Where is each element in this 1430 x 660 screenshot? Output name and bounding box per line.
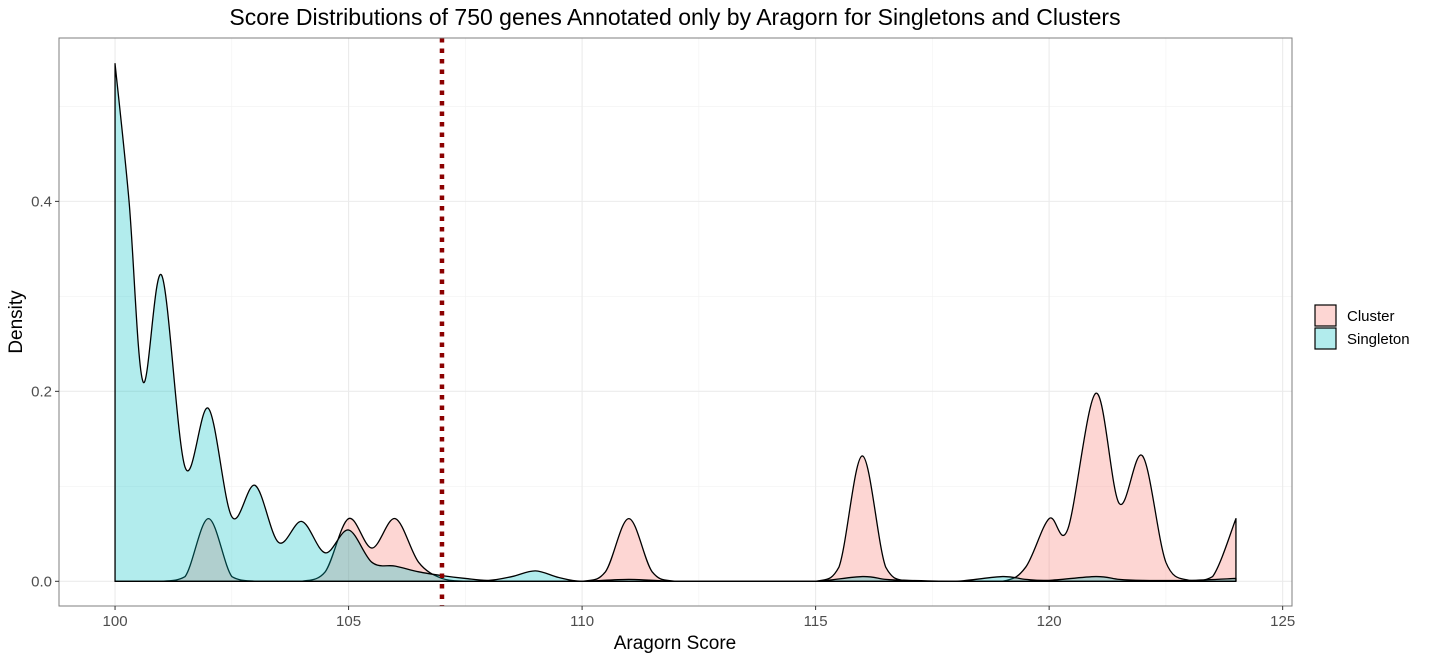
y-tick-label: 0.4 <box>31 193 52 210</box>
y-tick-label: 0.2 <box>31 383 52 400</box>
density-area-singleton <box>114 62 1237 582</box>
x-tick-label: 115 <box>804 613 828 630</box>
legend: Cluster Singleton <box>1314 304 1410 350</box>
legend-key-bg <box>1315 305 1336 326</box>
legend-key-singleton <box>1314 327 1337 350</box>
x-tick-label: 120 <box>1037 613 1062 630</box>
legend-label-cluster: Cluster <box>1347 308 1395 325</box>
density-series <box>114 62 1237 582</box>
panel-border <box>58 37 1293 607</box>
x-tick-label: 125 <box>1270 613 1295 630</box>
y-tick-label: 0.0 <box>31 573 52 590</box>
grid-lines <box>59 38 1292 606</box>
x-tick-label: 105 <box>336 613 361 630</box>
legend-key-cluster <box>1314 304 1337 327</box>
x-axis: 100 105 110 115 120 125 <box>103 606 1295 630</box>
x-axis-title: Aragorn Score <box>614 633 737 654</box>
chart-title: Score Distributions of 750 genes Annotat… <box>229 4 1120 30</box>
legend-key-bg <box>1315 328 1336 349</box>
y-axis-title: Density <box>6 290 27 354</box>
y-axis: 0.0 0.2 0.4 <box>31 193 59 590</box>
legend-label-singleton: Singleton <box>1347 331 1410 348</box>
x-tick-label: 110 <box>570 613 594 630</box>
x-tick-label: 100 <box>103 613 128 630</box>
